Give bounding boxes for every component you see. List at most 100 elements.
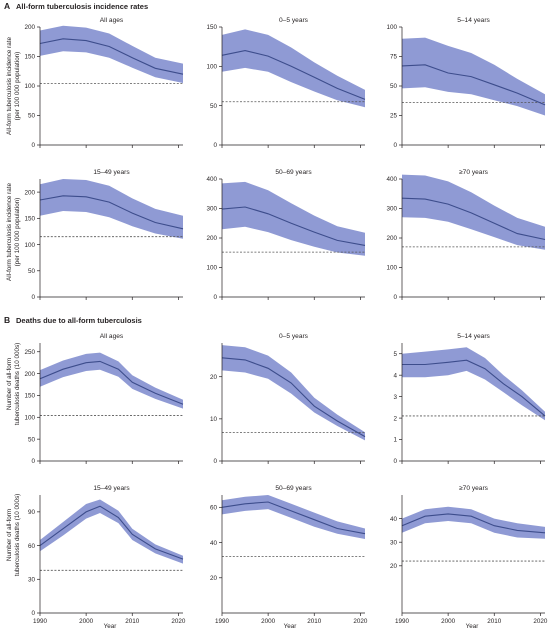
chart-title: ≥70 years xyxy=(459,485,489,492)
estimate-line xyxy=(39,38,184,75)
chart-panel-7: All ages 0 50 100 150 200 250 xyxy=(24,333,184,465)
y-tick-label: 100 xyxy=(206,64,217,71)
chart-title: 0–5 years xyxy=(279,333,309,340)
y-tick-label: 20 xyxy=(210,374,218,381)
xlabels: Year Year Year xyxy=(104,623,479,630)
uncertainty-band xyxy=(222,29,365,108)
section-b-title: Deaths due to all-form tuberculosis xyxy=(16,316,142,325)
y-tick-label: 40 xyxy=(210,540,218,547)
chart-panel-8: 0–5 years 0 10 20 xyxy=(210,333,366,465)
chart-panel-12: ≥70 years 20 30 40 1990 2000 2010 2020 xyxy=(390,485,548,625)
estimate-line xyxy=(402,359,546,417)
chart-title: All ages xyxy=(100,333,124,340)
y-tick-label: 50 xyxy=(28,113,36,120)
ylabel-b-line1: Number of all-form xyxy=(6,358,13,410)
uncertainty-band xyxy=(222,181,365,256)
section-b-ylabel-bottom: Number of all-form tuberculosis deaths (… xyxy=(6,494,21,577)
y-tick-label: 0 xyxy=(393,142,397,149)
y-tick-label: 200 xyxy=(24,371,35,378)
y-tick-label: 0 xyxy=(213,142,217,149)
y-tick-label: 4 xyxy=(393,372,397,379)
uncertainty-band xyxy=(402,506,545,539)
xlabel-middle: Year xyxy=(284,623,297,630)
y-tick-label: 100 xyxy=(386,265,397,272)
chart-panel-9: 5–14 years 0 1 2 3 4 5 xyxy=(393,333,546,465)
estimate-line xyxy=(401,513,546,534)
y-tick-label: 0 xyxy=(393,294,397,301)
y-tick-label: 60 xyxy=(210,505,218,512)
y-tick-label: 10 xyxy=(210,416,218,423)
y-tick-label: 150 xyxy=(206,24,217,31)
y-tick-label: 400 xyxy=(206,176,217,183)
y-tick-label: 50 xyxy=(28,436,36,443)
section-a-letter: A xyxy=(4,1,10,11)
chart-title: All ages xyxy=(100,17,124,24)
chart-panel-2: 0–5 years 0 50 100 150 xyxy=(206,17,366,149)
estimate-line xyxy=(39,360,184,405)
section-a-header: A All-form tuberculosis incidence rates xyxy=(4,1,148,11)
estimate-line xyxy=(221,206,366,246)
x-tick-label: 2010 xyxy=(487,618,502,625)
section-b-header: B Deaths due to all-form tuberculosis xyxy=(4,315,142,325)
chart-panel-3: 5–14 years 0 25 50 75 100 xyxy=(386,17,546,149)
x-tick-label: 2000 xyxy=(261,618,276,625)
ylabel-a-line2: (per 100 000 population) xyxy=(14,52,21,121)
y-tick-label: 100 xyxy=(24,414,35,421)
x-tick-label: 1990 xyxy=(395,618,410,625)
y-tick-label: 150 xyxy=(24,393,35,400)
y-tick-label: 30 xyxy=(390,539,398,546)
section-b-letter: B xyxy=(4,315,10,325)
estimate-line xyxy=(221,501,366,535)
section-a-ylabel-bottom: All-form tuberculosis incidence rate (pe… xyxy=(6,183,21,281)
section-a-title: All-form tuberculosis incidence rates xyxy=(16,2,148,11)
y-tick-label: 200 xyxy=(206,235,217,242)
x-tick-label: 2000 xyxy=(441,618,456,625)
uncertainty-band xyxy=(222,495,365,539)
y-tick-label: 200 xyxy=(24,24,35,31)
section-a-ylabel-top: All-form tuberculosis incidence rate (pe… xyxy=(6,37,21,135)
ylabel-a-line1: All-form tuberculosis incidence rate xyxy=(6,37,13,135)
y-tick-label: 5 xyxy=(393,351,397,358)
y-tick-label: 100 xyxy=(206,265,217,272)
chart-title: 15–49 years xyxy=(93,169,130,176)
y-tick-label: 1 xyxy=(393,437,397,444)
chart-panel-5: 50–69 years 0 100 200 300 400 xyxy=(206,169,366,301)
y-tick-label: 50 xyxy=(390,83,398,90)
y-tick-label: 0 xyxy=(31,458,35,465)
y-tick-label: 250 xyxy=(24,349,35,356)
y-tick-label: 90 xyxy=(28,509,36,516)
y-tick-label: 100 xyxy=(24,83,35,90)
uncertainty-band xyxy=(222,345,365,441)
y-tick-label: 40 xyxy=(390,516,398,523)
chart-title: 50–69 years xyxy=(275,485,312,492)
uncertainty-band xyxy=(40,179,183,239)
y-tick-label: 200 xyxy=(24,189,35,196)
y-tick-label: 200 xyxy=(386,235,397,242)
chart-panel-1: All ages 0 50 100 150 200 xyxy=(24,17,184,149)
y-tick-label: 0 xyxy=(213,458,217,465)
estimate-line xyxy=(39,505,184,560)
ylabel-b-line1: Number of all-form xyxy=(6,509,13,561)
ylabel-b-line2: tuberculosis deaths (10 000s) xyxy=(14,343,21,426)
uncertainty-band xyxy=(40,499,183,564)
chart-title: 5–14 years xyxy=(457,333,490,340)
chart-panel-11: 50–69 years 20 40 60 1990 2000 2010 2020 xyxy=(210,485,368,625)
y-tick-label: 100 xyxy=(24,242,35,249)
estimate-line xyxy=(221,50,366,100)
y-tick-label: 100 xyxy=(386,24,397,31)
y-tick-label: 0 xyxy=(31,142,35,149)
x-tick-label: 2000 xyxy=(79,618,94,625)
section-b-ylabel-top: Number of all-form tuberculosis deaths (… xyxy=(6,343,21,426)
uncertainty-band xyxy=(40,352,183,409)
y-tick-label: 0 xyxy=(31,294,35,301)
estimate-line xyxy=(401,197,546,241)
y-tick-label: 25 xyxy=(390,113,398,120)
ylabel-b-line2: tuberculosis deaths (10 000s) xyxy=(14,494,21,577)
y-tick-label: 300 xyxy=(386,206,397,213)
y-tick-label: 0 xyxy=(31,610,35,617)
estimate-line xyxy=(401,64,546,106)
y-tick-label: 300 xyxy=(206,206,217,213)
xlabel-right: Year xyxy=(466,623,479,630)
